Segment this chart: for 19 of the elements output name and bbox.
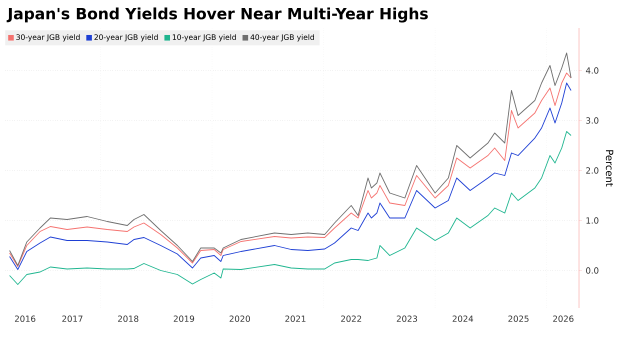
x-tick-label: 2021 xyxy=(285,316,306,322)
y-axis-title: Percent xyxy=(606,150,614,187)
x-tick-label: 2016 xyxy=(14,316,36,322)
y-tick-label: 0.0 xyxy=(586,267,598,274)
x-tick-label: 2023 xyxy=(396,316,418,322)
y-tick-label: 4.0 xyxy=(586,67,598,74)
x-tick-label: 2017 xyxy=(62,316,82,322)
y-tick-label: 1.0 xyxy=(586,217,598,224)
line-series xyxy=(9,131,572,285)
x-tick-label: 2025 xyxy=(508,316,529,322)
x-tick-label: 2018 xyxy=(118,316,138,322)
y-tick-label: 3.0 xyxy=(586,117,598,124)
y-tick-label: 2.0 xyxy=(586,167,598,174)
x-tick-label: 2020 xyxy=(230,316,250,322)
x-tick-label: 2019 xyxy=(174,316,194,322)
chart-title: Japan's Bond Yields Hover Near Multi-Year Highs xyxy=(6,7,428,23)
x-tick-label: 2024 xyxy=(452,316,474,322)
x-tick-label: 2026 xyxy=(553,316,574,322)
x-tick-label: 2022 xyxy=(341,316,362,322)
